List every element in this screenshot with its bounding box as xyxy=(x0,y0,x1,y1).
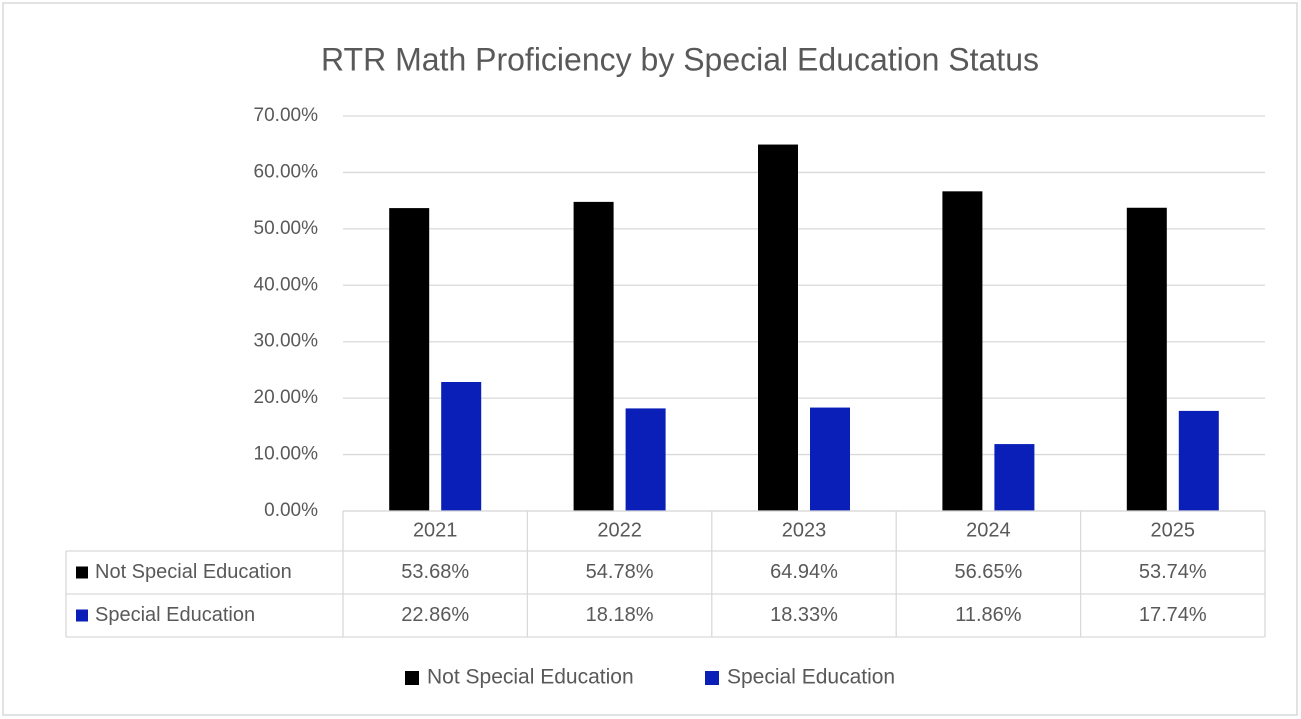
legend-key xyxy=(705,671,719,685)
table-legend-key xyxy=(76,566,88,579)
table-value: 54.78% xyxy=(586,561,654,583)
bar xyxy=(810,407,850,511)
table-value: 17.74% xyxy=(1139,604,1207,626)
table-value: 64.94% xyxy=(770,561,838,583)
bar xyxy=(942,191,983,511)
bar xyxy=(573,201,614,512)
table-value: 53.74% xyxy=(1139,561,1207,583)
table-value: 22.86% xyxy=(401,604,469,626)
table-value: 18.33% xyxy=(770,604,838,626)
table-row-label: Not Special Education xyxy=(95,561,292,583)
legend-key xyxy=(405,671,419,685)
y-tick-label: 10.00% xyxy=(254,444,319,465)
bar xyxy=(441,382,482,511)
y-tick-label: 70.00% xyxy=(254,105,319,126)
legend-label: Special Education xyxy=(727,666,895,689)
y-tick-label: 20.00% xyxy=(254,387,319,408)
y-tick-label: 50.00% xyxy=(254,218,319,239)
bar xyxy=(1126,207,1167,511)
bar xyxy=(758,144,798,511)
x-tick-label: 2024 xyxy=(966,519,1011,541)
table-value: 53.68% xyxy=(401,561,469,583)
table-row-label: Special Education xyxy=(95,604,255,626)
chart-title: RTR Math Proficiency by Special Educatio… xyxy=(321,41,1039,77)
x-tick-label: 2021 xyxy=(413,519,458,541)
y-tick-label: 40.00% xyxy=(254,274,319,295)
table-value: 56.65% xyxy=(954,561,1022,583)
y-tick-label: 30.00% xyxy=(254,331,319,352)
table-value: 18.18% xyxy=(586,604,654,626)
bar xyxy=(994,444,1035,511)
table-legend-key xyxy=(76,609,88,622)
y-tick-label: 0.00% xyxy=(264,500,318,521)
x-tick-label: 2025 xyxy=(1151,519,1196,541)
table-value: 11.86% xyxy=(955,604,1022,626)
legend-label: Not Special Education xyxy=(427,666,634,689)
x-tick-label: 2022 xyxy=(597,519,642,541)
bar xyxy=(389,208,430,511)
x-tick-label: 2023 xyxy=(782,519,827,541)
bar xyxy=(625,408,666,511)
bar xyxy=(1178,410,1219,511)
y-tick-label: 60.00% xyxy=(254,161,319,182)
